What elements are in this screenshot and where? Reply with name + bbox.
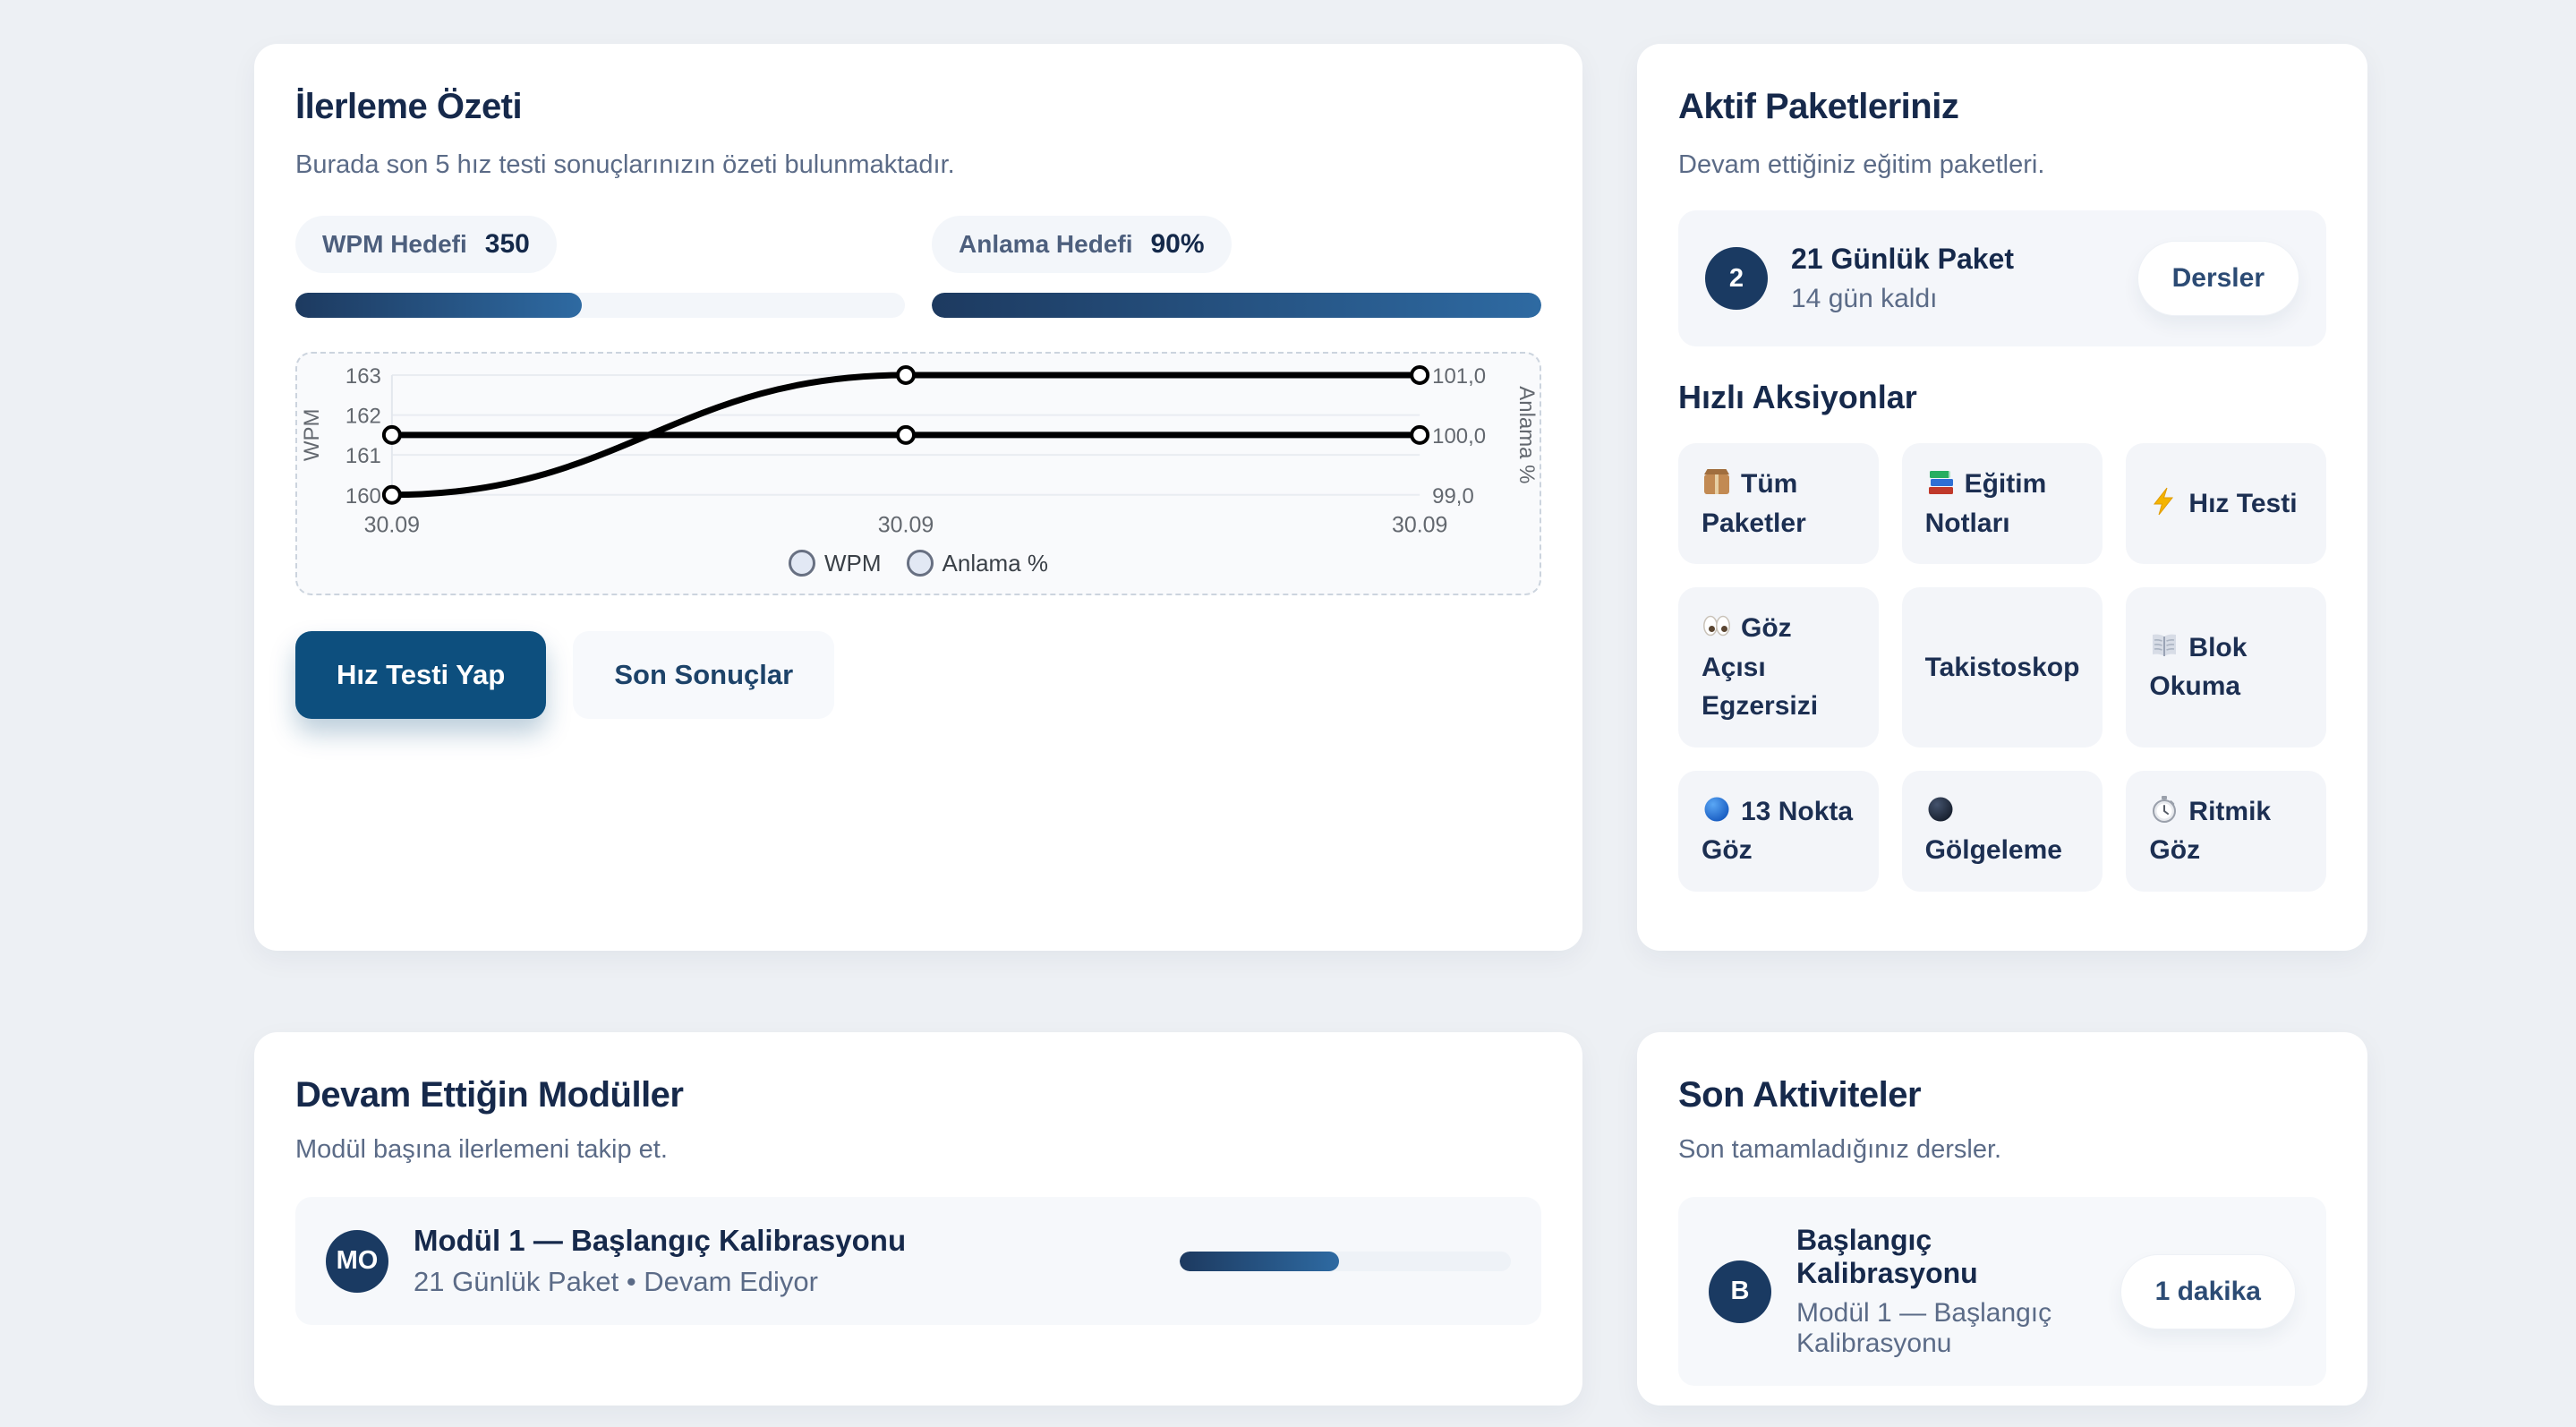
chart-legend: WPM Anlama % [297,550,1540,577]
wpm-goal-label: WPM Hedefi [322,230,467,258]
package-texts: 21 Günlük Paket 14 gün kaldı [1791,243,2114,314]
tile-study-notes[interactable]: Eğitim Notları [1901,443,2103,564]
package-remaining: 14 gün kaldı [1791,284,1938,313]
wpm-progress-track [295,293,905,318]
wpm-goal-column: WPM Hedefi 350 [295,216,905,318]
tile-speed-test[interactable]: Hız Testi [2126,443,2326,564]
comprehension-goal-value: 90% [1150,229,1205,259]
active-packages-title: Aktif Paketleriniz [1678,87,1959,126]
module-meta: 21 Günlük Paket • Devam Ediyor [414,1266,818,1297]
wpm-progress-fill [295,293,583,318]
wpm-goal-badge: WPM Hedefi 350 [295,216,557,273]
tile-block-reading[interactable]: Blok Okuma [2126,587,2326,748]
legend-label: Anlama % [942,549,1049,577]
quick-actions-title: Hızlı Aksiyonlar [1678,379,1917,415]
goals-row: WPM Hedefi 350 Anlama Hedefi 90% [295,216,1541,318]
progress-actions: Hız Testi Yap Son Sonuçlar [295,630,1541,719]
svg-text:30.09: 30.09 [364,513,420,538]
module-progress-fill [1180,1251,1339,1271]
take-speed-test-button[interactable]: Hız Testi Yap [295,630,547,719]
tile-tachistoscope[interactable]: Takistoskop [1901,587,2103,748]
module-avatar: MO [326,1229,388,1293]
package-row: 2 21 Günlük Paket 14 gün kaldı Dersler [1678,210,2326,346]
tile-shadowing[interactable]: Gölgeleme [1901,770,2103,892]
svg-text:101,0: 101,0 [1432,364,1486,389]
stopwatch-icon [2149,794,2179,825]
activity-meta: Modül 1 — Başlangıç Kalibrasyonu [1796,1298,2052,1358]
open-book-icon [2149,630,2179,661]
dashboard-layout: İlerleme Özeti Burada son 5 hız testi so… [254,44,2367,1406]
legend-item-wpm[interactable]: WPM [788,549,882,577]
svg-text:WPM: WPM [300,409,324,462]
svg-text:160: 160 [345,484,381,508]
comprehension-goal-column: Anlama Hedefi 90% [932,216,1541,318]
active-packages-subtitle: Devam ettiğiniz eğitim paketleri. [1678,150,2045,179]
books-icon [1925,466,1956,497]
tile-eye-span-exercise[interactable]: Göz Açısı Egzersizi [1678,587,1879,748]
page-title: İlerleme Özeti [295,87,523,126]
blue-circle-icon [1702,794,1732,825]
module-name: Modül 1 — Başlangıç Kalibrasyonu [414,1224,907,1257]
comprehension-goal-badge: Anlama Hedefi 90% [932,216,1232,273]
comprehension-progress-fill [932,293,1541,318]
eyes-icon [1702,611,1732,641]
comprehension-progress-track [932,293,1541,318]
active-packages-card: Aktif Paketleriniz Devam ettiğiniz eğiti… [1637,44,2367,951]
activity-avatar: B [1709,1260,1771,1323]
recent-activities-card: Son Aktiviteler Son tamamladığınız dersl… [1637,1032,2367,1406]
wpm-goal-value: 350 [484,229,530,259]
svg-text:163: 163 [345,364,381,389]
svg-text:100,0: 100,0 [1432,424,1486,449]
svg-text:Anlama %: Anlama % [1514,386,1539,483]
recent-activities-subtitle: Son tamamladığınız dersler. [1678,1135,2002,1164]
legend-item-anlama-[interactable]: Anlama % [906,549,1049,577]
speed-test-results-chart: 163 162 161 160 101,0 100,0 99,0 30.09 30.09 30.0… [295,352,1541,595]
module-texts: Modül 1 — Başlangıç Kalibrasyonu 21 Günl… [414,1224,1155,1298]
legend-dot-icon [788,550,815,577]
svg-text:161: 161 [345,444,381,468]
tile-rhythmic-eye[interactable]: Ritmik Göz [2126,770,2326,892]
lightning-icon [2149,486,2179,517]
package-icon [1702,466,1732,497]
module-progress-track [1180,1251,1511,1271]
svg-text:99,0: 99,0 [1432,484,1474,508]
svg-text:30.09: 30.09 [1392,513,1447,538]
activity-name: Başlangıç Kalibrasyonu [1796,1224,1978,1289]
legend-dot-icon [906,550,934,577]
recent-activities-title: Son Aktiviteler [1678,1075,1922,1115]
last-results-button[interactable]: Son Sonuçlar [573,630,835,719]
dark-circle-icon [1925,794,1956,825]
progress-summary-subtitle: Burada son 5 hız testi sonuçlarınızın öz… [295,150,955,179]
package-name: 21 Günlük Paket [1791,243,2014,275]
svg-text:162: 162 [345,405,381,429]
activity-duration-badge: 1 dakika [2120,1253,2296,1329]
module-row[interactable]: MO Modül 1 — Başlangıç Kalibrasyonu 21 G… [295,1197,1541,1325]
modules-card: Devam Ettiğin Modüller Modül başına iler… [254,1032,1582,1406]
comprehension-goal-label: Anlama Hedefi [959,230,1133,258]
modules-subtitle: Modül başına ilerlemeni takip et. [295,1135,668,1164]
package-count-badge: 2 [1705,247,1768,310]
tile-all-packages[interactable]: Tüm Paketler [1678,443,1879,564]
activity-texts: Başlangıç Kalibrasyonu Modül 1 — Başlang… [1796,1224,2095,1359]
quick-actions-grid: Tüm Paketler Eğitim Notları Hız Testi Gö… [1678,443,2326,892]
lessons-button[interactable]: Dersler [2137,241,2299,316]
modules-title: Devam Ettiğin Modüller [295,1075,684,1115]
legend-label: WPM [823,549,882,577]
svg-text:30.09: 30.09 [878,513,934,538]
line-chart: 163 162 161 160 101,0 100,0 99,0 30.09 30.09 30.0… [300,364,1539,538]
progress-summary-card: İlerleme Özeti Burada son 5 hız testi so… [254,44,1582,951]
tile-13-point-eye[interactable]: 13 Nokta Göz [1678,770,1879,892]
activity-row: B Başlangıç Kalibrasyonu Modül 1 — Başla… [1678,1197,2326,1386]
